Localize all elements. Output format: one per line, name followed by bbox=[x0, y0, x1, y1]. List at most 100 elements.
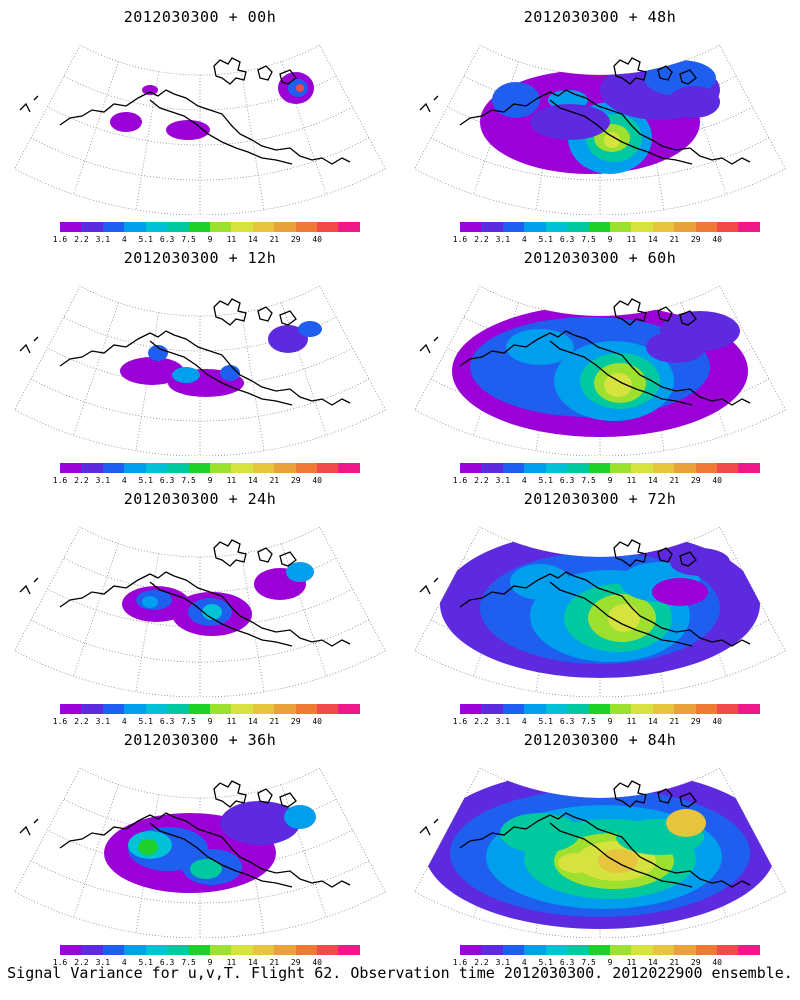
colorbar-tick-label: 6.3 bbox=[159, 958, 175, 967]
colorbar-tick-label: 5.1 bbox=[538, 958, 553, 967]
colorbar-tick-label: 29 bbox=[690, 476, 701, 485]
colorbar-swatch bbox=[209, 704, 232, 714]
colorbar-tick-label: 40 bbox=[712, 958, 722, 967]
colorbar-tick-label: 29 bbox=[290, 235, 301, 244]
coastline bbox=[419, 780, 751, 888]
colorbar-swatch bbox=[209, 463, 232, 473]
colorbar-tick-label: 3.1 bbox=[95, 717, 111, 726]
colorbar-tick-label: 2.2 bbox=[474, 235, 489, 244]
colorbar-tick-label: 7.5 bbox=[181, 235, 196, 244]
colorbar-swatch bbox=[60, 945, 82, 955]
panel-12h: 2012030300 + 12h 1.6 2.2 3.1 4 5.1 6.3 7.5 9 11 1… bbox=[0, 241, 400, 486]
colorbar-tick-label: 21 bbox=[269, 476, 280, 485]
variance-contour bbox=[296, 84, 304, 92]
colorbar-ticks: 1.6 2.2 3.1 4 5.1 6.3 7.5 9 11 14 21 29 40 bbox=[53, 235, 360, 245]
colorbar-tick-label: 40 bbox=[312, 476, 322, 485]
variance-map bbox=[414, 285, 786, 456]
colorbar-swatch bbox=[609, 222, 632, 232]
variance-contour bbox=[268, 325, 308, 353]
colorbar-swatch bbox=[338, 463, 360, 473]
colorbar-tick-label: 6.3 bbox=[559, 476, 575, 485]
colorbar bbox=[460, 463, 760, 473]
colorbar-swatch bbox=[524, 222, 546, 232]
colorbar-swatch bbox=[102, 704, 125, 714]
colorbar-swatch bbox=[338, 704, 360, 714]
colorbar-swatch bbox=[652, 463, 675, 473]
colorbar-swatch bbox=[124, 222, 146, 232]
colorbar-tick-label: 14 bbox=[248, 235, 258, 244]
colorbar-tick-label: 2.2 bbox=[74, 235, 89, 244]
colorbar-swatch bbox=[295, 945, 318, 955]
colorbar-swatch bbox=[631, 704, 653, 714]
colorbar-swatch bbox=[717, 945, 739, 955]
colorbar-tick-label: 40 bbox=[712, 476, 722, 485]
colorbar-tick-label: 40 bbox=[712, 717, 722, 726]
colorbar-tick-label: 3.1 bbox=[95, 958, 111, 967]
panel-00h: 2012030300 + 00h 1.6 2.2 3.1 4 5.1 6.3 7.5 9 11 1… bbox=[0, 0, 400, 245]
variance-field bbox=[480, 60, 720, 174]
variance-contour bbox=[608, 604, 640, 632]
colorbar-tick-label: 5.1 bbox=[538, 235, 553, 244]
colorbar-swatch bbox=[738, 945, 760, 955]
colorbar-swatch bbox=[738, 222, 760, 232]
variance-contour bbox=[604, 132, 620, 148]
colorbar-tick-label: 4 bbox=[121, 717, 127, 726]
colorbar-tick-label: 21 bbox=[669, 235, 680, 244]
colorbar-tick-label: 6.3 bbox=[559, 958, 575, 967]
panel-48h: 2012030300 + 48h 1.6 2.2 3.1 4 5.1 6.3 7.5 9 11 1… bbox=[400, 0, 800, 245]
panel-title: 2012030300 + 12h bbox=[123, 249, 277, 267]
colorbar-swatch bbox=[102, 463, 125, 473]
colorbar-swatch bbox=[631, 945, 653, 955]
colorbar-tick-label: 21 bbox=[269, 235, 280, 244]
colorbar-swatch bbox=[545, 222, 568, 232]
colorbar-swatch bbox=[188, 463, 210, 473]
colorbar-swatch bbox=[252, 222, 275, 232]
colorbar-ticks: 1.6 2.2 3.1 4 5.1 6.3 7.5 9 11 14 21 29 40 bbox=[53, 958, 360, 968]
colorbar-tick-label: 7.5 bbox=[581, 717, 596, 726]
colorbar-tick-label: 5.1 bbox=[538, 717, 553, 726]
colorbar-swatch bbox=[717, 222, 739, 232]
colorbar-swatch bbox=[252, 704, 275, 714]
colorbar-swatch bbox=[252, 945, 275, 955]
colorbar-ticks: 1.6 2.2 3.1 4 5.1 6.3 7.5 9 11 14 21 29 40 bbox=[453, 958, 760, 968]
colorbar-swatch bbox=[81, 945, 103, 955]
colorbar-swatch bbox=[545, 704, 568, 714]
colorbar-tick-label: 2.2 bbox=[74, 717, 89, 726]
colorbar-swatch bbox=[588, 945, 610, 955]
colorbar-tick-label: 29 bbox=[290, 958, 301, 967]
variance-contour bbox=[120, 357, 184, 385]
variance-contour bbox=[604, 373, 632, 397]
variance-contour bbox=[166, 120, 210, 140]
colorbar-swatch bbox=[60, 463, 82, 473]
colorbar-swatch bbox=[502, 222, 525, 232]
variance-contour bbox=[506, 329, 574, 365]
variance-contour bbox=[668, 86, 720, 118]
colorbar-tick-label: 2.2 bbox=[474, 476, 489, 485]
panel-36h: 2012030300 + 36h 1.6 2.2 3.1 4 5.1 6.3 7.5 9 11 1… bbox=[0, 723, 400, 968]
colorbar-swatch bbox=[145, 704, 168, 714]
colorbar-tick-label: 40 bbox=[712, 235, 722, 244]
coastline bbox=[19, 57, 351, 165]
colorbar-tick-label: 6.3 bbox=[159, 235, 175, 244]
colorbar-tick-label: 3.1 bbox=[95, 476, 111, 485]
colorbar-swatch bbox=[567, 704, 589, 714]
colorbar-swatch bbox=[209, 222, 232, 232]
variance-field bbox=[440, 530, 760, 678]
colorbar-tick-label: 14 bbox=[648, 235, 658, 244]
colorbar-tick-label: 29 bbox=[290, 476, 301, 485]
colorbar-tick-label: 29 bbox=[290, 717, 301, 726]
colorbar-swatch bbox=[274, 463, 296, 473]
colorbar-tick-label: 9 bbox=[207, 476, 213, 485]
colorbar-tick-label: 4 bbox=[521, 717, 527, 726]
colorbar-swatch bbox=[674, 704, 696, 714]
colorbar-swatch bbox=[209, 945, 232, 955]
colorbar-swatch bbox=[317, 945, 339, 955]
variance-contour bbox=[558, 853, 594, 873]
colorbar-swatch bbox=[609, 945, 632, 955]
colorbar-swatch bbox=[252, 463, 275, 473]
colorbar bbox=[460, 704, 760, 714]
colorbar-ticks: 1.6 2.2 3.1 4 5.1 6.3 7.5 9 11 14 21 29 40 bbox=[453, 235, 760, 245]
colorbar-swatch bbox=[674, 222, 696, 232]
colorbar-tick-label: 9 bbox=[607, 717, 613, 726]
colorbar-swatch bbox=[167, 945, 189, 955]
